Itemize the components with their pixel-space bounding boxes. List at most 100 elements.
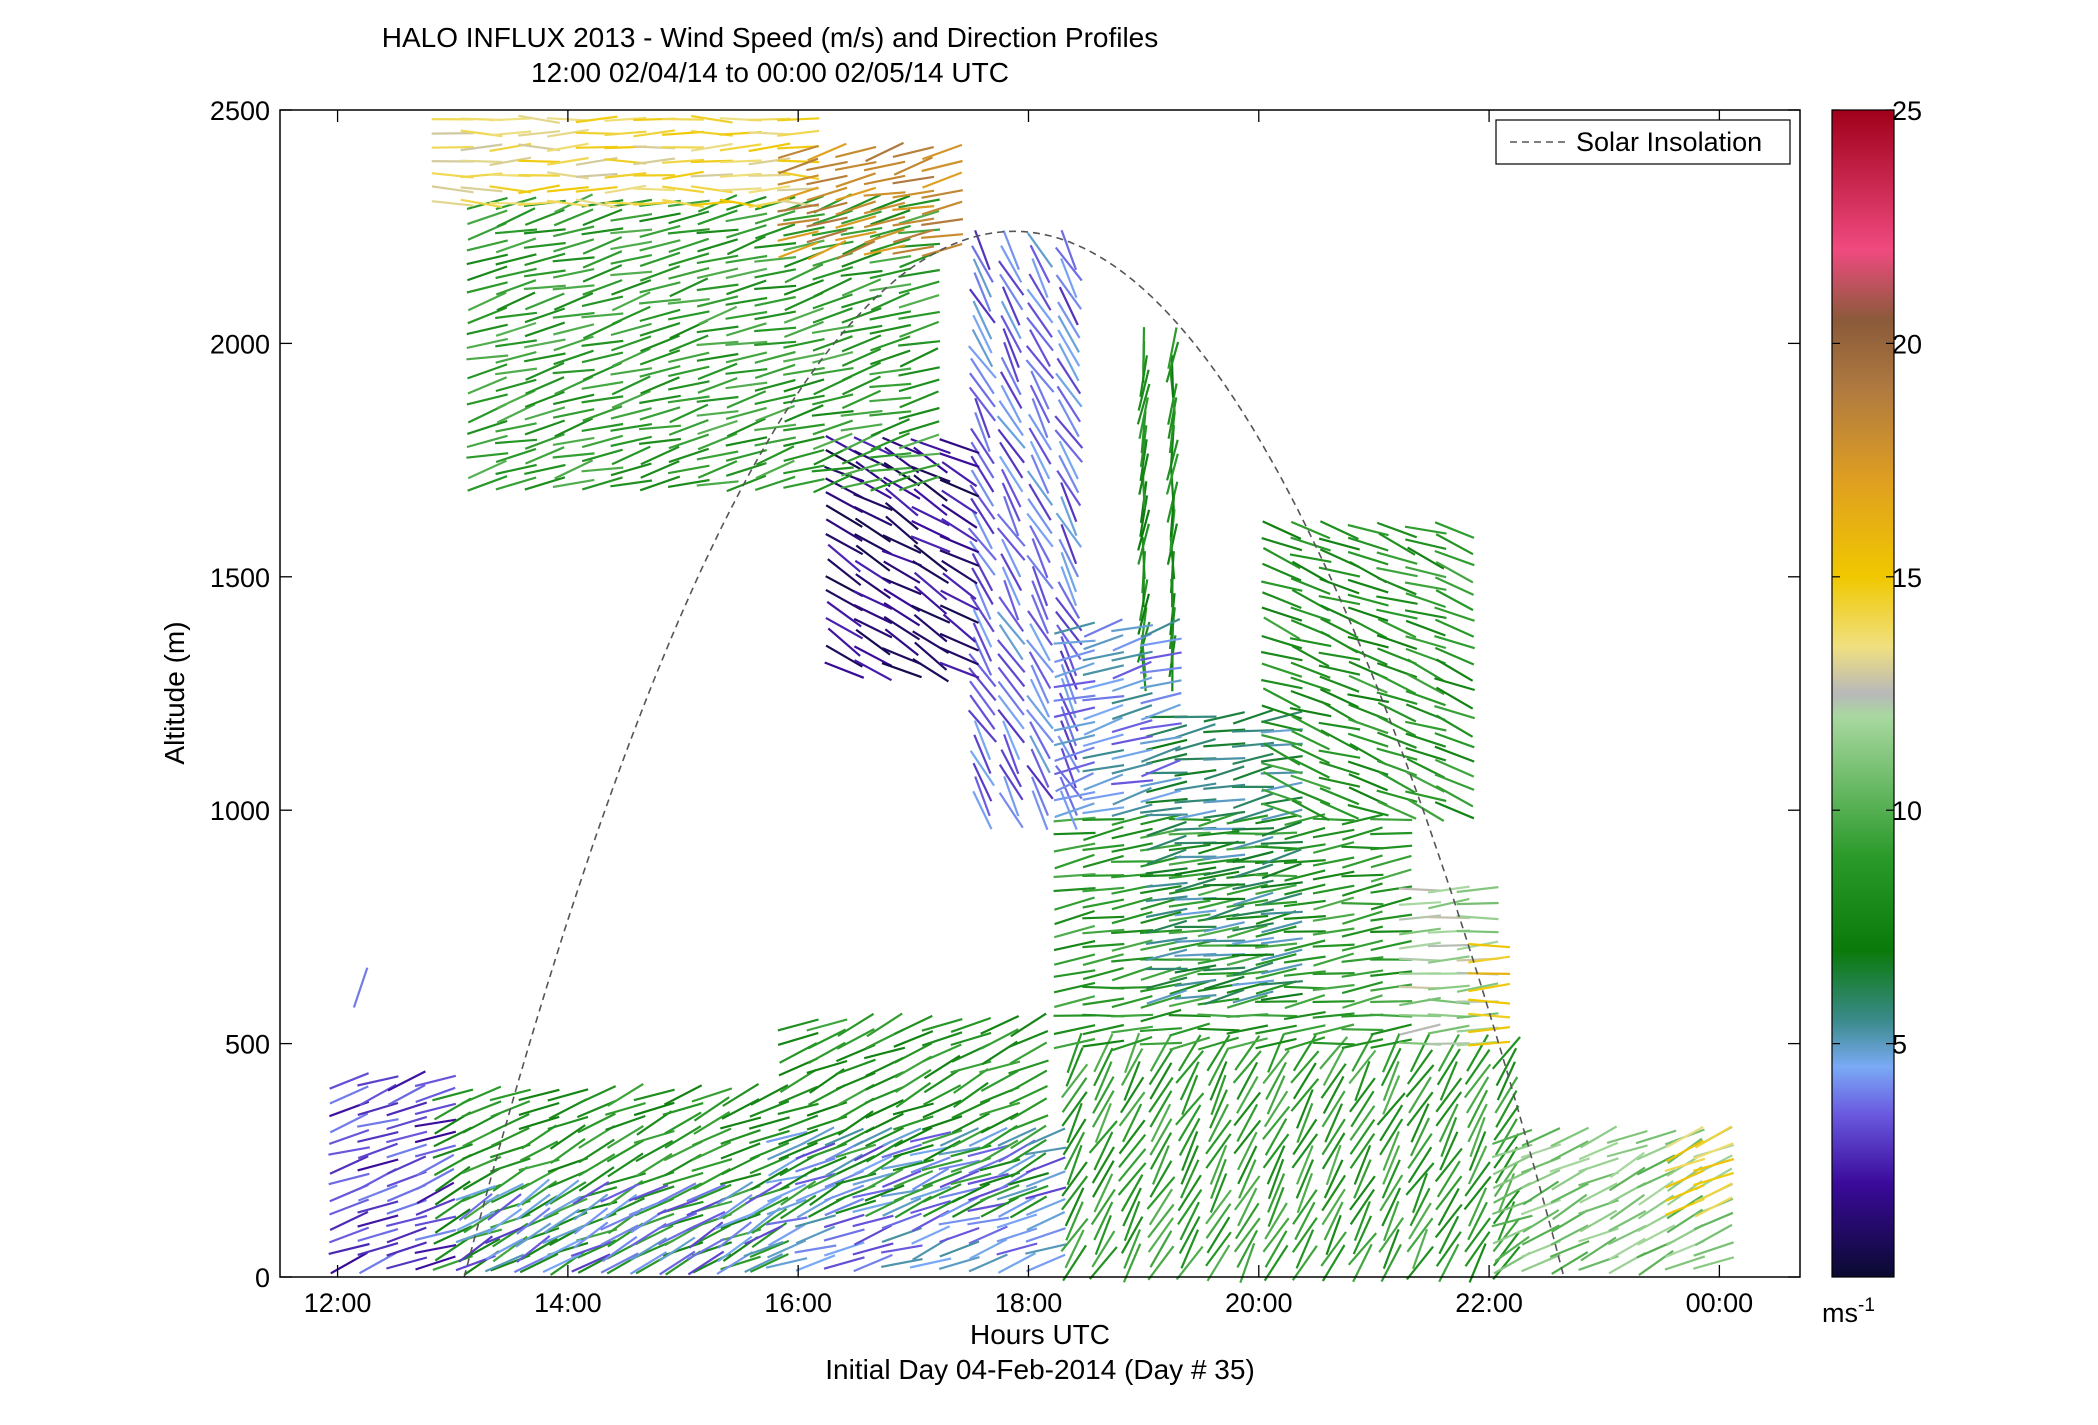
wind-vector bbox=[553, 349, 594, 366]
wind-vector bbox=[1261, 848, 1302, 866]
wind-vector bbox=[1092, 1076, 1115, 1114]
wind-vector bbox=[1140, 703, 1181, 721]
wind-vector bbox=[1210, 1158, 1227, 1199]
wind-vector bbox=[1405, 566, 1447, 579]
wind-vector bbox=[639, 265, 681, 282]
wind-vector bbox=[841, 347, 882, 367]
wind-vector bbox=[1082, 874, 1125, 877]
wind-vector bbox=[639, 365, 681, 378]
wind-vector bbox=[1205, 1133, 1232, 1169]
wind-vector bbox=[922, 1043, 962, 1063]
wind-vector bbox=[869, 310, 912, 321]
wind-vector bbox=[1260, 881, 1303, 889]
wind-vector bbox=[1370, 983, 1413, 992]
wind-vector bbox=[1001, 286, 1021, 326]
wind-vector bbox=[1145, 771, 1188, 775]
wind-vector bbox=[690, 114, 733, 124]
wind-vector bbox=[807, 1028, 847, 1050]
x-tick-label: 12:00 bbox=[304, 1288, 372, 1318]
wind-vector bbox=[968, 653, 997, 688]
wind-vector bbox=[1370, 930, 1413, 933]
wind-vector bbox=[1111, 910, 1153, 925]
wind-vector bbox=[519, 1140, 559, 1162]
wind-vector bbox=[1398, 957, 1442, 962]
wind-vector bbox=[1399, 1023, 1441, 1036]
wind-vector bbox=[825, 449, 864, 472]
wind-vector bbox=[751, 1208, 788, 1234]
wind-vector bbox=[1232, 709, 1274, 725]
wind-vector bbox=[663, 1084, 703, 1106]
wind-vector bbox=[1226, 914, 1269, 921]
wind-vector bbox=[1376, 566, 1418, 578]
wind-vector bbox=[466, 393, 508, 406]
wind-vector bbox=[1138, 453, 1150, 495]
wind-vector bbox=[1694, 1125, 1733, 1149]
wind-vector bbox=[1122, 1243, 1142, 1283]
wind-vector bbox=[357, 1214, 399, 1228]
wind-vector bbox=[1226, 883, 1268, 896]
wind-vector bbox=[881, 662, 922, 679]
wind-vector bbox=[1456, 886, 1499, 894]
wind-vector bbox=[806, 201, 848, 215]
wind-vector bbox=[1411, 1172, 1429, 1214]
wind-vector bbox=[1312, 913, 1355, 922]
wind-vector bbox=[884, 628, 919, 657]
wind-vector bbox=[357, 1075, 399, 1087]
wind-vector bbox=[720, 1212, 761, 1230]
wind-vector bbox=[1150, 1103, 1172, 1143]
wind-vector bbox=[582, 236, 623, 255]
wind-vector bbox=[1030, 454, 1050, 494]
wind-vector bbox=[970, 357, 995, 395]
wind-vector bbox=[1405, 592, 1446, 609]
wind-vector bbox=[1406, 1091, 1434, 1127]
wind-vector bbox=[1167, 383, 1178, 425]
wind-vector bbox=[466, 323, 508, 336]
wind-vector bbox=[686, 1183, 726, 1203]
wind-vector bbox=[1434, 1203, 1463, 1239]
wind-vector bbox=[554, 459, 594, 480]
wind-vector bbox=[1169, 980, 1211, 996]
wind-vector bbox=[1203, 711, 1245, 723]
wind-vector bbox=[1054, 415, 1084, 449]
wind-vector bbox=[1026, 1211, 1066, 1231]
wind-vector bbox=[998, 596, 1025, 633]
wind-vector bbox=[1141, 759, 1181, 778]
wind-vector bbox=[554, 417, 594, 438]
wind-vector bbox=[1197, 954, 1240, 965]
wind-vector bbox=[1262, 520, 1302, 540]
wind-vector bbox=[1203, 757, 1246, 761]
wind-vector bbox=[898, 366, 940, 377]
wind-vector bbox=[1456, 929, 1499, 934]
wind-vector bbox=[1082, 764, 1125, 773]
wind-vector bbox=[1029, 244, 1051, 284]
wind-vector bbox=[610, 479, 653, 488]
wind-vector bbox=[1111, 842, 1153, 853]
wind-vector bbox=[628, 1184, 669, 1202]
wind-vector bbox=[668, 252, 710, 267]
wind-vector bbox=[1341, 1038, 1384, 1050]
wind-vector bbox=[692, 1141, 732, 1161]
wind-vector bbox=[600, 1224, 639, 1246]
wind-vector bbox=[1325, 1144, 1342, 1186]
wind-vector bbox=[1521, 1253, 1561, 1273]
wind-vector bbox=[766, 1198, 807, 1216]
wind-vector bbox=[841, 210, 882, 225]
wind-vector bbox=[1053, 940, 1096, 952]
wind-vector bbox=[869, 283, 912, 292]
wind-vector bbox=[633, 187, 676, 192]
wind-vector bbox=[719, 159, 762, 164]
wind-vector bbox=[967, 1172, 1009, 1186]
wind-vector bbox=[783, 279, 824, 296]
wind-vector bbox=[467, 265, 508, 282]
wind-vector bbox=[606, 1125, 644, 1149]
wind-vector bbox=[1347, 635, 1389, 649]
wind-vector bbox=[1140, 745, 1181, 763]
wind-vector bbox=[825, 1153, 864, 1177]
wind-vector bbox=[1237, 1187, 1258, 1227]
wind-vector bbox=[668, 351, 710, 364]
wind-vector bbox=[743, 1240, 784, 1258]
wind-vector bbox=[386, 1256, 428, 1270]
wind-vector bbox=[1111, 676, 1153, 693]
wind-vector bbox=[1082, 677, 1124, 691]
wind-vector bbox=[881, 1212, 922, 1230]
